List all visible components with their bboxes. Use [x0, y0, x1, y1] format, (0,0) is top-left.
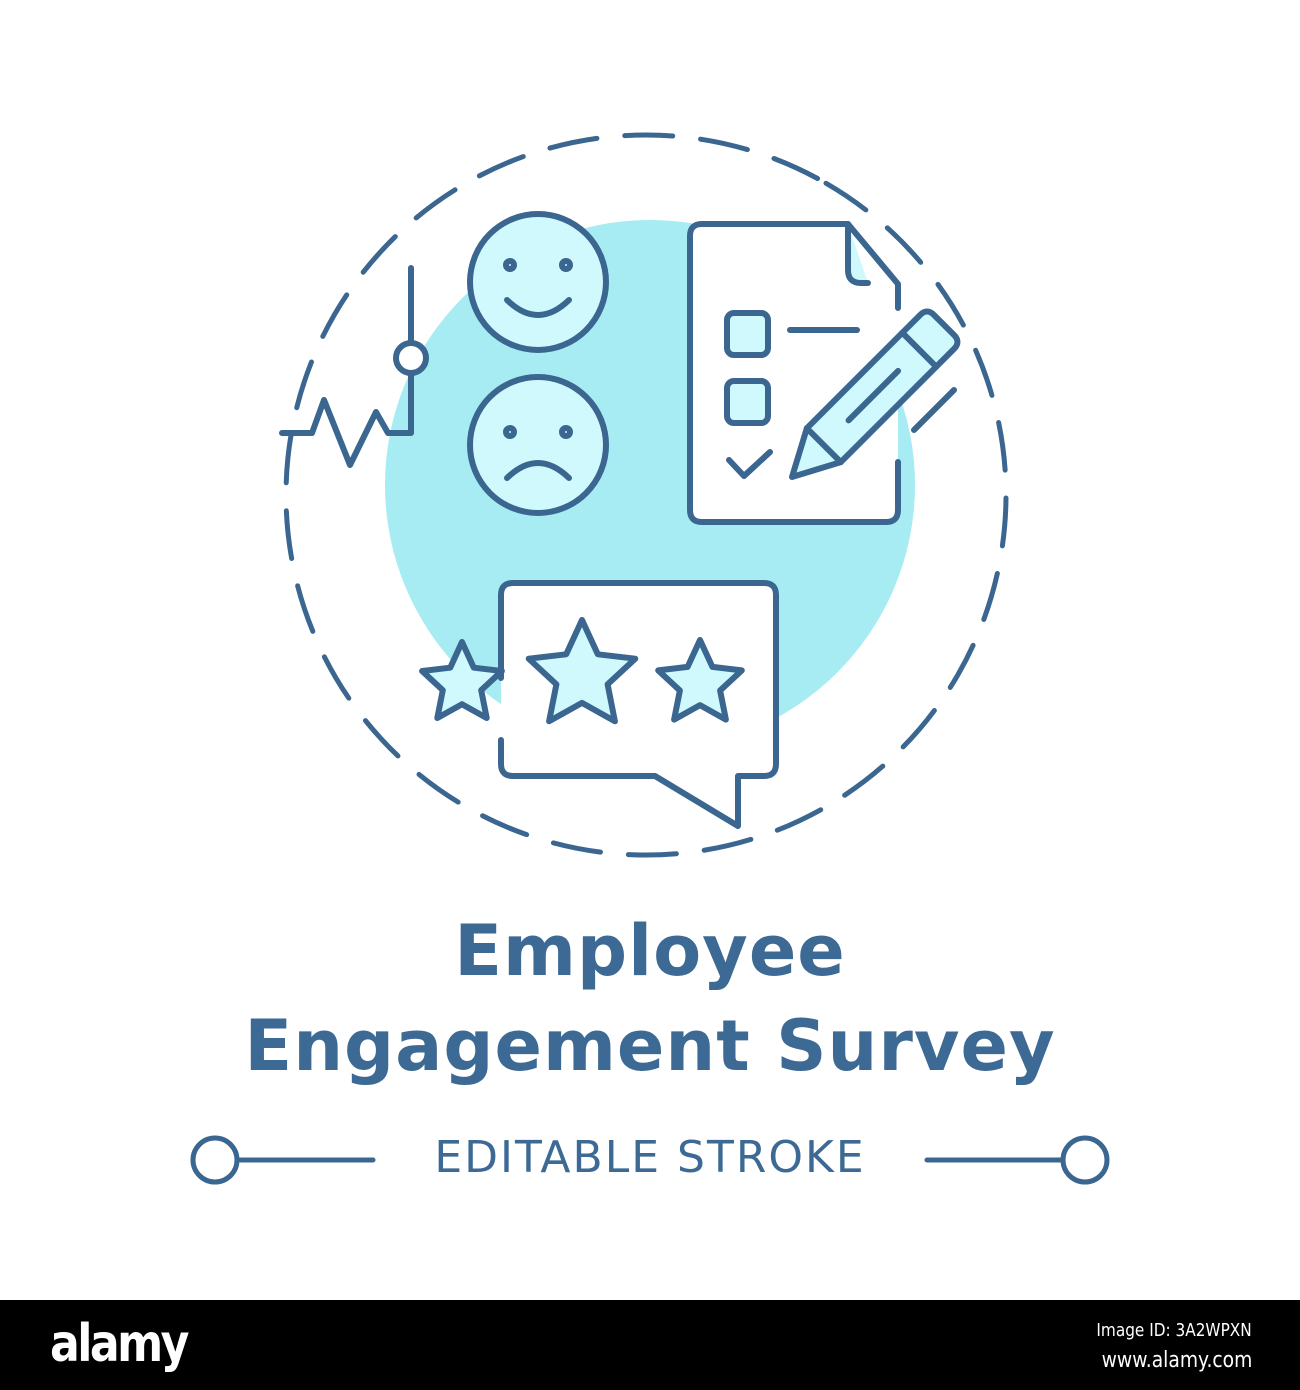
pencil-shadow-line	[911, 387, 957, 433]
right-handle-icon	[1060, 1135, 1110, 1185]
star-icon	[419, 639, 505, 721]
site-url: www.alamy.com	[1101, 1348, 1252, 1373]
footer-bar: alamy Image ID: 3A2WPXN www.alamy.com	[0, 1300, 1300, 1390]
star-icon	[525, 617, 639, 725]
left-handle-icon	[190, 1135, 240, 1185]
sad-face-icon	[467, 374, 609, 516]
alamy-logo: alamy	[50, 1314, 189, 1374]
subtitle: EDITABLE STROKE	[434, 1132, 866, 1183]
title-line-2: Engagement Survey	[244, 1005, 1056, 1087]
image-id: Image ID: 3A2WPXN	[1096, 1320, 1252, 1341]
dashed-ring	[283, 132, 1009, 858]
title-line-1: Employee	[454, 910, 846, 992]
happy-face-icon	[467, 211, 609, 353]
pulse-line-icon	[279, 265, 429, 468]
survey-illustration	[190, 132, 1110, 1185]
pencil-icon	[789, 308, 961, 480]
rating-speech-bubble-icon	[498, 580, 779, 829]
star-icon	[655, 637, 745, 723]
